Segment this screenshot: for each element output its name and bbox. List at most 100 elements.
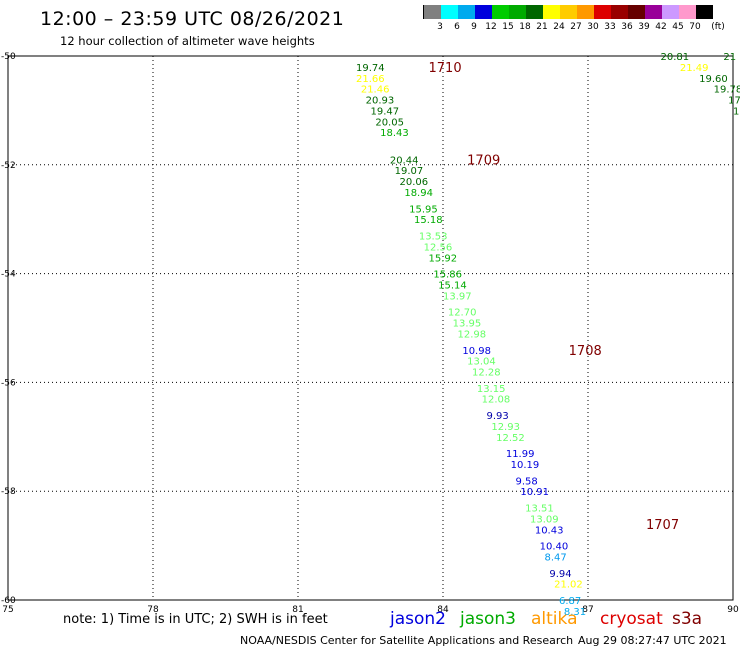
- color-swatch: [509, 5, 526, 19]
- longitude-tick-label: 78: [147, 605, 159, 615]
- color-scale-label: 6: [454, 22, 460, 32]
- color-swatch: [492, 5, 509, 19]
- wave-height-label: 19.74: [356, 63, 385, 74]
- pass-number-label: 1707: [646, 518, 679, 533]
- color-swatch: [594, 5, 611, 19]
- wave-height-label: 18.94: [404, 188, 433, 199]
- wave-height-label: 21.66: [356, 74, 385, 85]
- wave-height-label: 13.09: [530, 514, 559, 525]
- wave-height-label: 8.31: [564, 607, 586, 618]
- wave-height-label: 15.18: [414, 215, 443, 226]
- wave-height-label: 12.70: [448, 308, 477, 319]
- wave-height-label: 9.93: [487, 411, 509, 422]
- color-scale-label: 42: [655, 22, 667, 32]
- wave-height-label: 21.02: [554, 580, 583, 591]
- wave-height-label: 21.49: [680, 63, 709, 74]
- wave-height-label: 21: [723, 52, 736, 63]
- color-swatch: [458, 5, 475, 19]
- wave-height-label: 10.98: [462, 346, 491, 357]
- latitude-tick-label: -60: [1, 596, 16, 606]
- color-scale-bar: [423, 5, 713, 19]
- wave-height-label: 13.15: [477, 384, 506, 395]
- wave-height-label: 12.08: [482, 395, 511, 406]
- color-scale-label: 12: [485, 22, 497, 32]
- color-swatch: [645, 5, 662, 19]
- latitude-tick-label: -56: [1, 378, 16, 388]
- wave-height-label: 1: [733, 106, 739, 117]
- wave-height-label: 9.58: [516, 476, 538, 487]
- color-scale-label: 70: [689, 22, 701, 32]
- wave-height-label: 20.06: [400, 177, 429, 188]
- satellite-label-s3a: s3a: [672, 609, 703, 629]
- wave-height-label: 13.51: [525, 504, 554, 515]
- longitude-tick-label: 81: [292, 605, 303, 615]
- pass-number-label: 1710: [429, 61, 462, 76]
- wave-height-label: 17: [728, 96, 740, 107]
- latitude-tick-label: -58: [1, 487, 16, 497]
- wave-height-label: 13.04: [467, 357, 496, 368]
- footer-note: note: 1) Time is in UTC; 2) SWH is in fe…: [63, 612, 328, 627]
- color-swatch: [696, 5, 713, 19]
- wave-height-label: 8.47: [545, 552, 567, 563]
- color-scale-label: (ft): [711, 22, 725, 32]
- wave-height-label: 18.43: [380, 128, 409, 139]
- color-scale-label: 39: [638, 22, 650, 32]
- wave-height-label: 19.78: [714, 85, 740, 96]
- color-swatch: [475, 5, 492, 19]
- color-scale-label: 27: [570, 22, 582, 32]
- color-scale-label: 18: [519, 22, 531, 32]
- wave-height-label: 12.93: [491, 422, 520, 433]
- satellite-label-cryosat: cryosat: [600, 609, 663, 629]
- color-swatch: [611, 5, 628, 19]
- wave-height-label: 15.14: [438, 280, 467, 291]
- color-swatch: [441, 5, 458, 19]
- latitude-tick-label: -54: [1, 270, 16, 280]
- wave-height-label: 13.97: [443, 291, 472, 302]
- color-swatch: [679, 5, 696, 19]
- footer-credit: NOAA/NESDIS Center for Satellite Applica…: [240, 634, 574, 647]
- wave-height-label: 13.53: [419, 232, 448, 243]
- wave-height-label: 20.05: [375, 117, 404, 128]
- pass-number-label: 1708: [569, 344, 602, 359]
- wave-height-label: 11.99: [506, 449, 535, 460]
- color-scale-label: 3: [437, 22, 443, 32]
- color-swatch: [577, 5, 594, 19]
- wave-height-label: 15.92: [429, 253, 458, 264]
- wave-height-label: 10.19: [511, 460, 540, 471]
- color-scale-label: 24: [553, 22, 565, 32]
- map-frame: [7, 55, 734, 601]
- map-subtitle: 12 hour collection of altimeter wave hei…: [60, 34, 315, 48]
- color-scale-label: 30: [587, 22, 599, 32]
- color-swatch: [526, 5, 543, 19]
- color-scale-label: 33: [604, 22, 616, 32]
- longitude-tick-label: 90: [727, 605, 739, 615]
- color-swatch: [560, 5, 577, 19]
- wave-height-label: 12.52: [496, 433, 525, 444]
- color-scale-label: 21: [536, 22, 548, 32]
- satellite-label-altika: altika: [531, 609, 578, 629]
- wave-height-label: 21.46: [361, 85, 390, 96]
- wave-height-label: 12.28: [472, 368, 501, 379]
- wave-height-label: 10.40: [540, 542, 569, 553]
- latitude-tick-label: -52: [1, 161, 16, 171]
- wave-height-label: 20.93: [366, 96, 395, 107]
- wave-height-label: 9.94: [549, 569, 571, 580]
- longitude-tick-label: 84: [437, 605, 449, 615]
- color-scale-label: 36: [621, 22, 633, 32]
- wave-height-label: 10.43: [535, 525, 564, 536]
- color-swatch: [543, 5, 560, 19]
- longitude-tick-label: 87: [582, 605, 593, 615]
- color-scale-label: 15: [502, 22, 514, 32]
- map-title: 12:00 – 23:59 UTC 08/26/2021: [40, 8, 345, 30]
- wave-height-label: 20.81: [661, 52, 690, 63]
- wave-height-label: 6.87: [559, 596, 581, 607]
- wave-height-label: 19.07: [395, 166, 424, 177]
- latitude-tick-label: -50: [1, 52, 16, 62]
- satellite-label-jason3: jason3: [460, 609, 516, 629]
- color-swatch: [628, 5, 645, 19]
- wave-height-label: 20.44: [390, 155, 419, 166]
- wave-height-label: 12.56: [424, 242, 453, 253]
- satellite-label-jason2: jason2: [390, 609, 446, 629]
- wave-height-label: 19.60: [699, 74, 728, 85]
- color-scale-label: 9: [471, 22, 477, 32]
